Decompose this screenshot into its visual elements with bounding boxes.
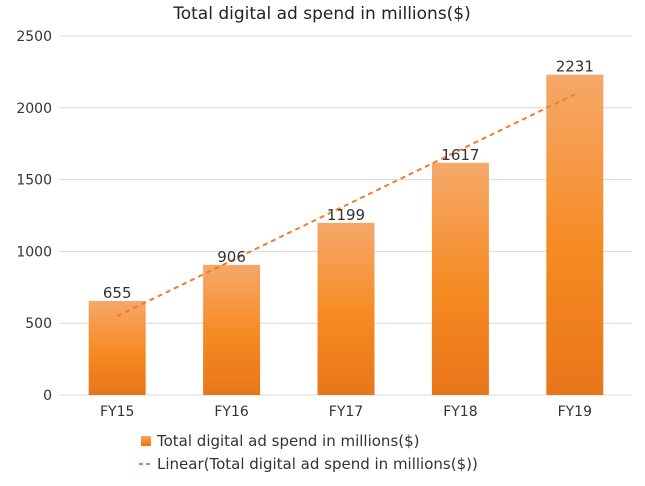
- x-tick-label: FY19: [558, 404, 592, 420]
- data-labels: 655 906 1199 1617 2231: [103, 58, 594, 302]
- x-tick-label: FY18: [443, 404, 477, 420]
- x-axis-ticks: FY15 FY16 FY17 FY18 FY19: [100, 404, 592, 420]
- y-tick-label: 2000: [16, 101, 52, 117]
- bars: [88, 74, 604, 395]
- x-tick-label: FY16: [214, 404, 249, 420]
- bar-fy19: [546, 74, 604, 395]
- bar-fy16: [203, 264, 261, 395]
- trendline-group: [116, 93, 576, 318]
- data-label: 1617: [441, 146, 479, 164]
- legend: Total digital ad spend in millions($) Li…: [139, 432, 478, 473]
- x-tick-label: FY15: [100, 404, 134, 420]
- data-label: 2231: [556, 58, 594, 76]
- y-axis-ticks: 0 500 1000 1500 2000 2500: [16, 29, 52, 404]
- bar-fy15: [88, 300, 146, 395]
- legend-label-bar: Total digital ad spend in millions($): [156, 432, 420, 450]
- linear-trendline: [116, 93, 576, 318]
- x-tick-label: FY17: [329, 404, 363, 420]
- data-label: 1199: [327, 206, 365, 224]
- y-tick-label: 2500: [16, 29, 52, 45]
- chart-title: Total digital ad spend in millions($): [172, 4, 471, 24]
- legend-swatch-bar: [141, 436, 151, 446]
- bar-fy17: [317, 222, 375, 395]
- data-label: 906: [217, 248, 246, 266]
- y-tick-label: 1000: [16, 244, 52, 260]
- bar-fy18: [431, 162, 489, 395]
- y-tick-label: 500: [25, 316, 52, 332]
- y-tick-label: 1500: [16, 173, 52, 189]
- y-tick-label: 0: [43, 388, 52, 404]
- data-label: 655: [103, 284, 132, 302]
- legend-label-trend: Linear(Total digital ad spend in million…: [157, 455, 478, 473]
